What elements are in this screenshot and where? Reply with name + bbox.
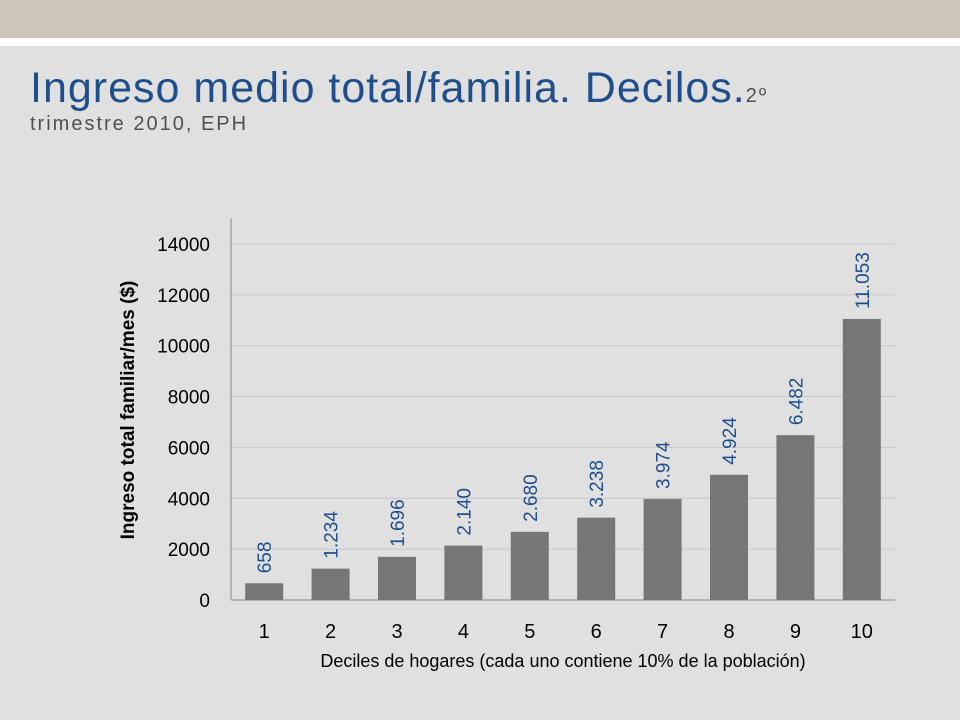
y-tick-label: 12000 [157, 286, 210, 307]
bars [245, 318, 881, 600]
y-tick-label: 10000 [157, 337, 210, 358]
data-label: 658 [255, 542, 276, 574]
y-tick-label: 0 [199, 591, 210, 612]
bar [776, 435, 815, 600]
data-label: 2.140 [454, 488, 475, 536]
x-tick-labels: 1 2 3 4 5 6 7 8 9 10 [259, 621, 873, 643]
y-tick-label: 2000 [168, 540, 210, 561]
bar [245, 583, 284, 600]
y-tick-label: 8000 [168, 388, 210, 409]
x-tick-label: 2 [325, 621, 336, 643]
x-tick-label: 4 [458, 621, 469, 643]
title-subtitle-inline: 2º [745, 85, 769, 107]
x-tick-label: 6 [591, 621, 602, 643]
top-decorative-band [0, 0, 960, 38]
data-label: 11.053 [853, 252, 874, 309]
slide-title: Ingreso medio total/familia. Decilos.2º … [30, 64, 950, 136]
y-axis-title: Ingreso total familiar/mes ($) [118, 281, 139, 540]
data-label: 6.482 [786, 378, 807, 426]
data-label: 3.238 [587, 460, 608, 508]
x-tick-label: 8 [723, 621, 734, 643]
title-main: Ingreso medio total/familia. Decilos. [30, 64, 746, 112]
data-label: 1.696 [388, 499, 409, 547]
x-tick-label: 5 [524, 621, 535, 643]
bar [710, 474, 748, 600]
bar [311, 568, 350, 600]
data-label: 1.234 [322, 511, 343, 559]
y-tick-label: 4000 [168, 489, 210, 510]
data-labels: 658 1.234 1.696 2.140 2.680 3.238 3.974 4.924 6.… [255, 252, 874, 573]
bar [378, 556, 416, 600]
bar [510, 531, 549, 600]
bar [643, 498, 682, 600]
y-tick-label: 6000 [168, 438, 210, 459]
y-tick-label: 14000 [157, 235, 210, 256]
title-subtitle-line2: trimestre 2010, EPH [30, 113, 249, 135]
bar [444, 545, 483, 600]
data-label: 2.680 [521, 474, 542, 522]
data-label: 3.974 [654, 441, 675, 489]
data-label: 4.924 [720, 417, 741, 465]
top-divider [0, 38, 960, 46]
x-axis-title: Deciles de hogares (cada uno contiene 10… [320, 651, 805, 671]
x-tick-label: 1 [259, 621, 270, 643]
x-tick-label: 7 [657, 621, 668, 643]
x-tick-label: 10 [851, 621, 873, 643]
x-tick-label: 9 [790, 621, 801, 643]
y-tick-labels: 0 2000 4000 6000 8000 10000 12000 14000 [157, 235, 210, 612]
bar [842, 318, 881, 600]
bar [577, 517, 616, 600]
x-tick-label: 3 [391, 621, 402, 643]
